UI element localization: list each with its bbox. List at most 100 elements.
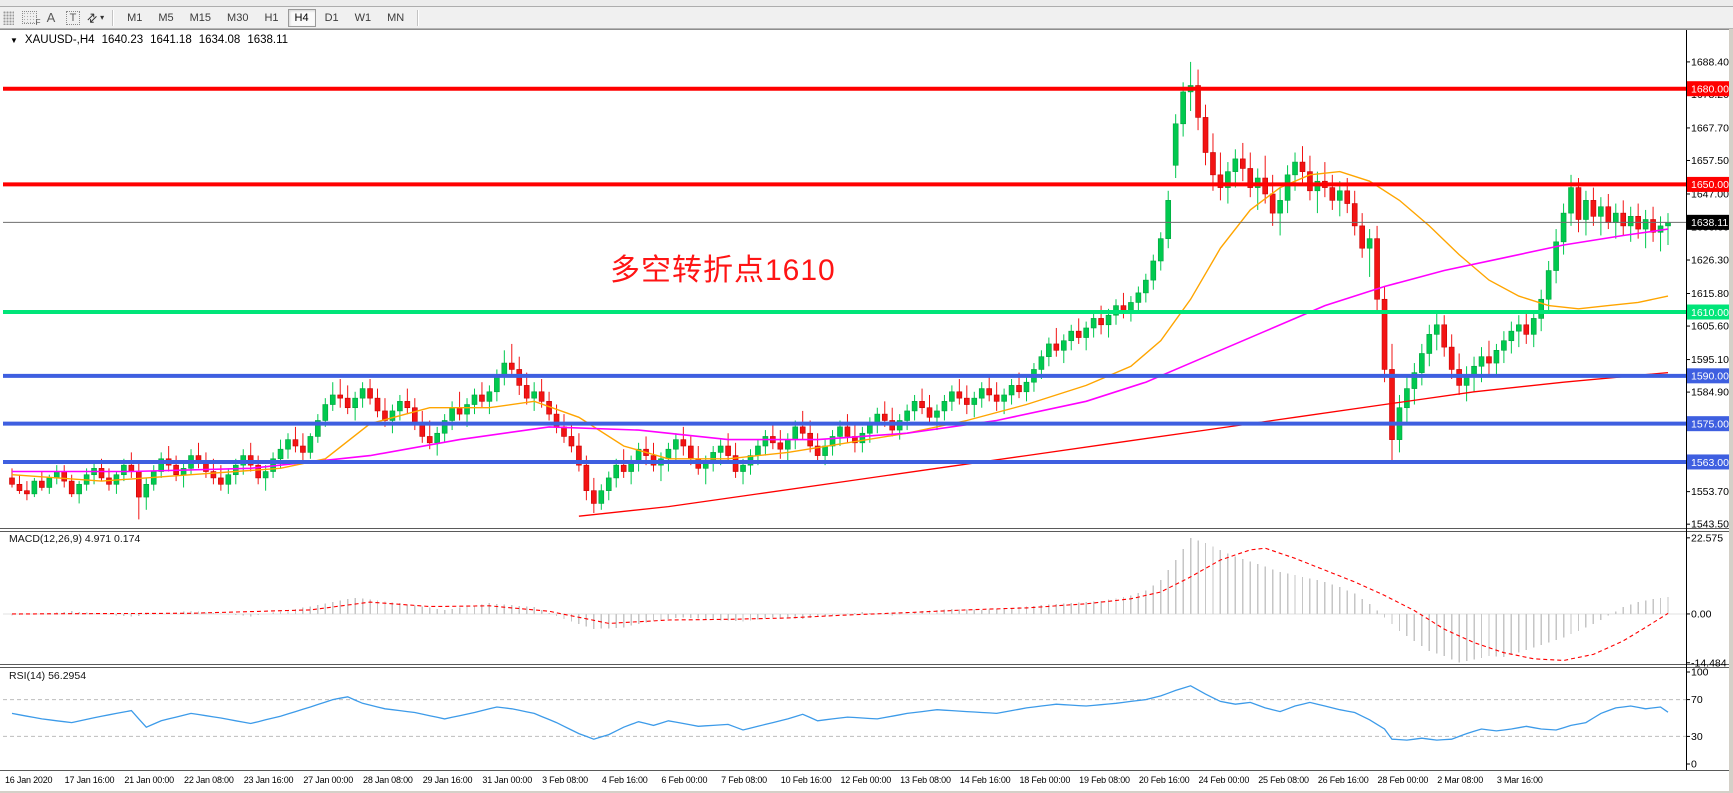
candle xyxy=(1575,187,1582,220)
cycle-arrows-button[interactable]: ⇄ ▾ xyxy=(84,9,107,27)
text-box-tool-icon[interactable]: T xyxy=(62,9,84,27)
candle xyxy=(1642,219,1649,230)
candle xyxy=(740,464,746,472)
macd-signal-line xyxy=(12,547,1669,662)
candle xyxy=(1307,171,1313,192)
toolbar-drag-handle[interactable] xyxy=(3,10,14,25)
candle xyxy=(404,401,411,409)
ma-slow-line xyxy=(578,371,1669,517)
candle xyxy=(919,401,925,409)
date-label: 25 Feb 08:00 xyxy=(1258,775,1309,785)
dropdown-caret-icon: ▾ xyxy=(100,13,105,22)
macd-tick-label: -14.484 xyxy=(1691,657,1727,669)
toolbar-separator xyxy=(417,9,420,26)
time-axis[interactable]: 16 Jan 2020 17 Jan 16:00 21 Jan 00:00 22 Ja… xyxy=(5,775,1543,785)
candle xyxy=(98,468,105,479)
rsi-pane[interactable] xyxy=(3,685,1686,741)
date-label: 29 Jan 16:00 xyxy=(423,775,473,785)
timeframe-m1-button[interactable]: M1 xyxy=(120,9,149,27)
candle xyxy=(1433,324,1440,335)
candle xyxy=(1359,225,1365,249)
date-label: 16 Jan 2020 xyxy=(5,775,53,785)
ohlc-low: 1634.08 xyxy=(198,34,241,46)
candle xyxy=(1538,298,1544,319)
candle xyxy=(1344,190,1351,204)
candle xyxy=(978,388,985,399)
date-label: 3 Mar 16:00 xyxy=(1497,775,1543,785)
timeframe-m5-button[interactable]: M5 xyxy=(151,9,180,27)
candle xyxy=(449,407,455,421)
macd-tick-label: 22.575 xyxy=(1691,532,1723,544)
candle xyxy=(1038,356,1045,370)
timeframe-mn-button[interactable]: MN xyxy=(380,9,411,27)
candle xyxy=(322,404,329,421)
macd-tick-label: 0.00 xyxy=(1691,608,1712,620)
price-tick-label: 1615.80 xyxy=(1691,288,1729,300)
timeframe-h4-button[interactable]: H4 xyxy=(287,8,316,27)
pane-frames xyxy=(0,30,1729,771)
candle xyxy=(531,391,537,399)
date-label: 2 Mar 08:00 xyxy=(1437,775,1483,785)
candle xyxy=(307,436,314,453)
indicator-grid-icon[interactable]: F xyxy=(18,9,41,27)
chart-canvas[interactable]: 1688.401678.201667.701657.501647.001636.… xyxy=(0,30,1729,791)
candle xyxy=(1001,394,1007,402)
candle xyxy=(568,436,575,447)
candle xyxy=(24,490,30,495)
price-level-badge: 1650.00 xyxy=(1691,179,1729,191)
candle xyxy=(53,471,60,479)
candles-group[interactable] xyxy=(9,61,1671,520)
candle xyxy=(1098,318,1104,326)
candle xyxy=(1516,324,1522,332)
candle xyxy=(1060,340,1067,351)
candle xyxy=(1195,85,1201,118)
text-label-tool-icon[interactable]: A xyxy=(40,9,62,27)
timeframe-h1-button[interactable]: H1 xyxy=(257,9,285,27)
candle xyxy=(1105,314,1112,326)
candle xyxy=(1075,330,1082,338)
cycle-arrows-icon: ⇄ xyxy=(83,8,101,27)
candle xyxy=(1605,206,1612,223)
price-tick-label: 1626.30 xyxy=(1691,255,1729,267)
timeframe-m30-button[interactable]: M30 xyxy=(220,9,255,27)
candle xyxy=(1657,225,1664,233)
candle xyxy=(583,464,590,491)
horizontal-level-lines[interactable] xyxy=(3,86,1686,464)
candle xyxy=(1441,324,1448,348)
candle xyxy=(1143,279,1149,294)
candle xyxy=(426,436,433,444)
candle xyxy=(255,464,261,479)
candle xyxy=(359,388,366,399)
timeframe-m15-button[interactable]: M15 xyxy=(183,9,218,27)
candle xyxy=(1016,385,1022,393)
candle xyxy=(1598,206,1604,217)
price-level-badge: 1590.00 xyxy=(1691,371,1729,383)
date-label: 6 Feb 00:00 xyxy=(661,775,707,785)
price-badges: 1680.00 1650.00 1610.00 1590.00 1575.00 1563.… xyxy=(1687,81,1729,470)
candle xyxy=(1583,200,1589,220)
candle xyxy=(1165,200,1172,239)
date-label: 17 Jan 16:00 xyxy=(65,775,115,785)
timeframe-w1-button[interactable]: W1 xyxy=(348,9,379,27)
candle xyxy=(285,439,291,450)
candle xyxy=(1180,91,1186,125)
macd-indicator-label: MACD(12,26,9) 4.971 0.174 xyxy=(9,533,141,545)
candle xyxy=(344,397,351,409)
rsi-tick-label: 70 xyxy=(1691,694,1703,706)
macd-pane[interactable] xyxy=(3,537,1686,663)
candle xyxy=(1411,372,1418,389)
candle xyxy=(1172,123,1179,166)
candle xyxy=(993,394,1000,402)
candle xyxy=(822,445,828,456)
candle xyxy=(39,480,45,488)
candle xyxy=(1232,158,1239,172)
candle xyxy=(688,445,694,460)
symbol-dropdown-icon[interactable]: ▼ xyxy=(10,35,18,45)
timeframe-d1-button[interactable]: D1 xyxy=(318,9,346,27)
date-label: 20 Feb 16:00 xyxy=(1139,775,1190,785)
chart-annotation-text[interactable]: 多空转折点1610 xyxy=(610,254,836,287)
date-label: 27 Jan 00:00 xyxy=(303,775,353,785)
date-label: 10 Feb 16:00 xyxy=(781,775,832,785)
rsi-tick-label: 30 xyxy=(1691,731,1703,743)
